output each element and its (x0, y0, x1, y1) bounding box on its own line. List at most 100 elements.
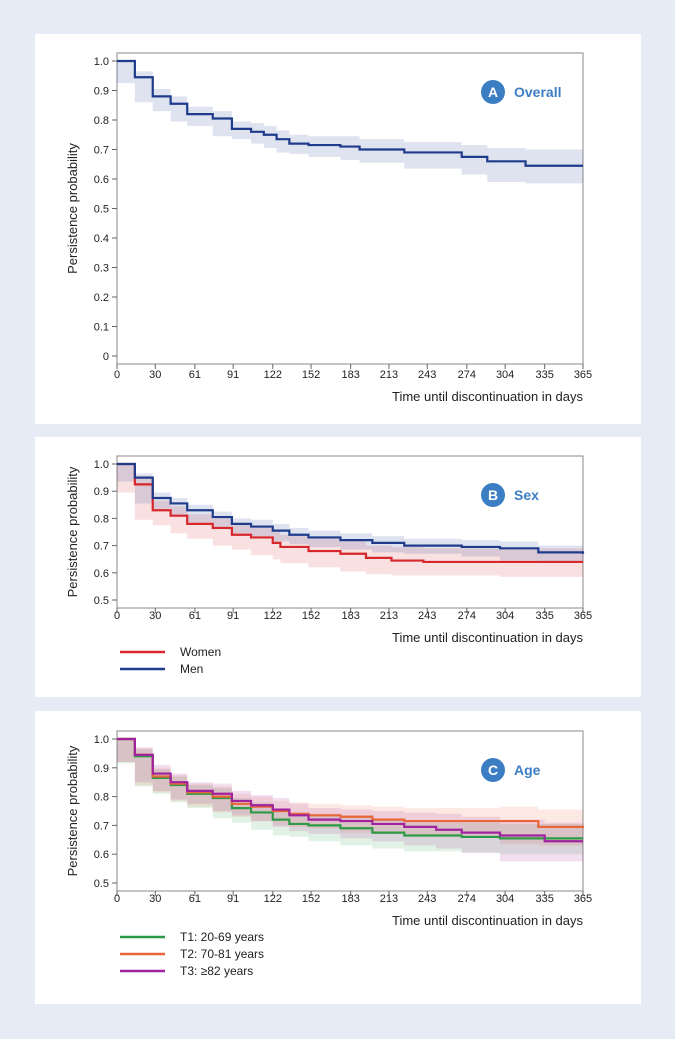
y-tick-label: 0.7 (94, 820, 109, 832)
ci-band-overall (117, 61, 583, 184)
panel-age: 1.0 0.9 0.8 0.7 0.6 0.5 0 30 61 91 122 152 183 213 243… (35, 711, 641, 1004)
x-tick-label: 61 (189, 369, 201, 381)
x-tick-label: 91 (227, 893, 239, 905)
x-tick-label: 183 (341, 610, 359, 622)
y-tick-label: 0.8 (94, 513, 109, 525)
x-tick-label: 274 (458, 610, 476, 622)
x-tick-label: 122 (264, 369, 282, 381)
y-tick-label: 1.0 (94, 56, 109, 68)
panel-title: Age (514, 762, 541, 778)
x-tick-label: 183 (341, 893, 359, 905)
x-tick-label: 304 (496, 893, 514, 905)
panel-overall: 1.0 0.9 0.8 0.7 0.6 0.5 0.4 0.3 0.2 0.1 0 0 30 61 91 12… (35, 34, 641, 424)
x-tick-label: 0 (114, 610, 120, 622)
y-tick-label: 0.7 (94, 541, 109, 553)
x-tick-label: 243 (418, 369, 436, 381)
x-axis-label: Time until discontinuation in days (392, 630, 584, 645)
series-line-t3 (117, 737, 583, 843)
chart-overall: 1.0 0.9 0.8 0.7 0.6 0.5 0.4 0.3 0.2 0.1 00 30 61 91 12… (65, 52, 592, 404)
x-tick-label: 274 (458, 893, 476, 905)
ci-band-men (117, 464, 583, 562)
y-tick-label: 0 (103, 351, 109, 363)
y-tick-label: 0.9 (94, 763, 109, 775)
panel-title: Overall (514, 84, 561, 100)
x-tick-label: 61 (189, 610, 201, 622)
y-axis-label: Persistence probability (65, 466, 80, 597)
legend-label: T1: 20-69 years (180, 930, 264, 944)
ci-band-t3 (117, 739, 583, 862)
x-tick-label: 213 (380, 893, 398, 905)
y-tick-label: 1.0 (94, 734, 109, 746)
x-tick-label: 122 (264, 893, 282, 905)
x-tick-label: 213 (380, 610, 398, 622)
y-axis-label: Persistence probability (65, 143, 80, 274)
x-tick-label: 335 (536, 610, 554, 622)
x-tick-label: 152 (302, 893, 320, 905)
y-tick-label: 0.6 (94, 568, 109, 580)
series-line-overall (117, 59, 583, 167)
y-tick-label: 0.4 (94, 233, 109, 245)
ci-band-women (117, 464, 583, 577)
series-line-women (117, 462, 583, 564)
ci-band-t2 (117, 739, 583, 846)
y-tick-label: 0.6 (94, 174, 109, 186)
y-axis-label: Persistence probability (65, 745, 80, 876)
panel-badge (481, 483, 505, 507)
y-tick-label: 0.5 (94, 878, 109, 890)
y-tick-label: 0.9 (94, 486, 109, 498)
x-tick-label: 91 (227, 369, 239, 381)
panel-badge (481, 758, 505, 782)
x-tick-label: 30 (149, 610, 161, 622)
panel-title: Sex (514, 487, 539, 503)
y-tick-label: 0.9 (94, 86, 109, 98)
legend-label: T2: 70-81 years (180, 947, 264, 961)
x-tick-label: 183 (341, 369, 359, 381)
y-tick-label: 0.5 (94, 595, 109, 607)
panel-sex: 1.0 0.9 0.8 0.7 0.6 0.5 0 30 61 91 122 152 183 213 243… (35, 437, 641, 697)
y-tick-label: 0.7 (94, 145, 109, 157)
y-tick-label: 0.8 (94, 115, 109, 127)
y-tick-label: 0.3 (94, 263, 109, 275)
x-tick-label: 91 (227, 610, 239, 622)
plot-frame (116, 730, 584, 892)
x-tick-label: 243 (418, 610, 436, 622)
x-tick-label: 274 (458, 369, 476, 381)
x-tick-label: 365 (574, 893, 592, 905)
x-tick-label: 365 (574, 610, 592, 622)
y-tick-label: 0.5 (94, 204, 109, 216)
x-tick-label: 152 (302, 610, 320, 622)
panel-badge (481, 80, 505, 104)
y-tick-label: 0.1 (94, 322, 109, 334)
x-tick-label: 0 (114, 369, 120, 381)
x-tick-label: 243 (418, 893, 436, 905)
legend-label: T3: ≥82 years (180, 964, 253, 978)
legend-label: Women (180, 645, 221, 659)
y-tick-label: 0.6 (94, 849, 109, 861)
ci-band-t1 (117, 739, 583, 855)
chart-sex: 1.0 0.9 0.8 0.7 0.6 0.5 0 30 61 91 122 152 183 213 243… (65, 455, 592, 676)
panel-badge-letter: A (488, 84, 498, 100)
x-tick-label: 304 (496, 610, 514, 622)
y-tick-label: 0.8 (94, 792, 109, 804)
x-tick-label: 335 (536, 369, 554, 381)
x-tick-label: 335 (536, 893, 554, 905)
x-tick-label: 30 (149, 893, 161, 905)
x-tick-label: 213 (380, 369, 398, 381)
panel-badge-letter: C (488, 762, 498, 778)
series-line-men (117, 462, 585, 554)
x-tick-label: 0 (114, 893, 120, 905)
x-tick-label: 61 (189, 893, 201, 905)
x-tick-label: 365 (574, 369, 592, 381)
x-tick-label: 30 (149, 369, 161, 381)
y-tick-label: 1.0 (94, 459, 109, 471)
plot-frame (116, 455, 584, 609)
y-tick-label: 0.2 (94, 292, 109, 304)
x-axis-label: Time until discontinuation in days (392, 389, 584, 404)
panel-badge-letter: B (488, 487, 498, 503)
x-tick-label: 304 (496, 369, 514, 381)
chart-age: 1.0 0.9 0.8 0.7 0.6 0.5 0 30 61 91 122 152 183 213 243… (65, 730, 592, 978)
legend-label: Men (180, 662, 203, 676)
x-tick-label: 152 (302, 369, 320, 381)
x-tick-label: 122 (264, 610, 282, 622)
x-axis-label: Time until discontinuation in days (392, 913, 584, 928)
